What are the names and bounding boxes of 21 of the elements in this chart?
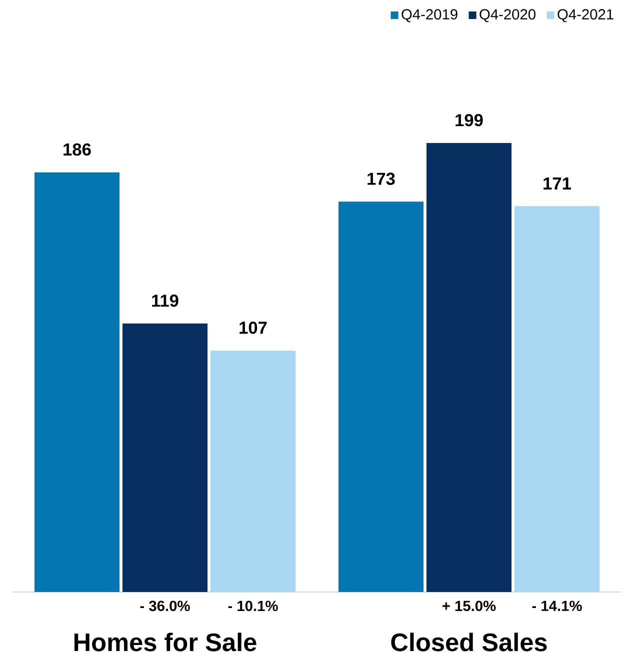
data-label: 119: [152, 294, 178, 307]
legend-label: Q4-2021: [558, 9, 614, 22]
data-label: 186: [64, 143, 91, 156]
data-label: 199: [456, 114, 483, 126]
bar: [426, 142, 512, 592]
text: - 10.1%: [228, 600, 278, 612]
bar: [122, 323, 208, 592]
bar: [210, 350, 296, 592]
bar: [338, 202, 424, 592]
data-label: 173: [368, 172, 395, 185]
bar: [514, 206, 600, 592]
data-label: 171: [544, 178, 571, 190]
data-label: 107: [240, 322, 267, 334]
text: - 14.1%: [532, 600, 582, 612]
legend-label: Q4-2019: [402, 9, 458, 22]
x-tick-label: Homes for Sale: [74, 632, 256, 652]
text: + 15.0%: [442, 600, 496, 612]
text: - 36.0%: [140, 600, 190, 612]
legend-label: Q4-2020: [480, 9, 536, 22]
x-tick-label: Closed Sales: [391, 632, 547, 652]
bar: [34, 172, 120, 592]
